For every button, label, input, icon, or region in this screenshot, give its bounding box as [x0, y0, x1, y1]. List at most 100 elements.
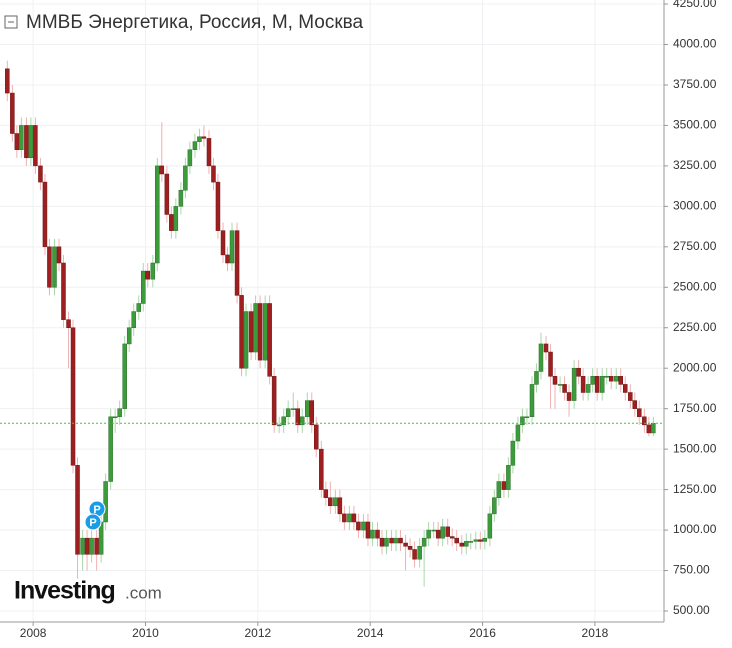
candle-body — [520, 416, 525, 426]
candle-body — [267, 303, 272, 377]
candle-body — [506, 465, 511, 490]
candle-body — [140, 270, 146, 304]
candle-body — [122, 343, 127, 409]
candle-body — [70, 327, 76, 466]
candle-body — [94, 537, 99, 555]
candle-body — [496, 481, 502, 498]
candle-body — [215, 181, 221, 231]
candle-body — [323, 489, 329, 498]
y-tick-label: 1000.00 — [673, 522, 717, 536]
x-tick-label: 2014 — [357, 626, 384, 640]
candle-body — [576, 367, 581, 377]
candle-body — [478, 539, 483, 542]
candle-body — [61, 262, 66, 320]
candle-body — [548, 351, 553, 377]
candle-body — [426, 529, 431, 539]
candle-body — [566, 392, 572, 401]
candle-body — [431, 529, 436, 532]
candle-body — [628, 392, 633, 401]
candle-body — [482, 537, 488, 542]
candle-body — [614, 376, 619, 382]
candle-body — [459, 542, 465, 547]
candle-body — [276, 424, 282, 427]
candle-body — [84, 537, 90, 555]
y-tick-label: 1250.00 — [673, 482, 717, 496]
y-tick-label: 2000.00 — [673, 360, 717, 374]
candle-body — [342, 513, 347, 523]
candle-body — [642, 416, 647, 426]
y-tick-label: 1500.00 — [673, 441, 717, 455]
candle-body — [159, 165, 165, 175]
logo: Investing .com — [14, 577, 162, 605]
candle-body — [299, 416, 305, 426]
candle-body — [524, 416, 530, 419]
collapse-icon[interactable] — [4, 15, 18, 29]
candle-body — [407, 546, 413, 550]
candle-body — [440, 526, 445, 539]
candle-body — [632, 400, 638, 409]
candle-body — [333, 497, 338, 507]
y-tick-label: 3750.00 — [673, 77, 717, 91]
candle-body — [319, 448, 324, 490]
chart-title: ММВБ Энергетика, Россия, М, Москва — [26, 12, 364, 33]
candle-body — [637, 408, 642, 418]
candle-body — [75, 465, 80, 555]
candle-body — [403, 542, 408, 547]
candle-body — [225, 254, 230, 264]
candle-body — [243, 311, 249, 369]
candle-body — [253, 303, 258, 353]
candle-body — [515, 424, 521, 442]
y-tick-label: 1750.00 — [673, 401, 717, 415]
candle-body — [108, 416, 113, 482]
candle-body — [126, 327, 132, 345]
candle-body — [552, 376, 558, 385]
candle-body — [38, 165, 43, 183]
candle-body — [435, 529, 441, 539]
candle-body — [285, 408, 291, 418]
candle-body — [173, 206, 179, 231]
candle-body — [192, 141, 198, 150]
x-tick-label: 2016 — [469, 626, 496, 640]
candle-body — [150, 262, 156, 280]
candle-body — [594, 376, 600, 393]
candle-body — [295, 408, 300, 426]
candle-body — [356, 521, 361, 531]
candle-body — [314, 424, 319, 450]
candle-body — [5, 68, 10, 94]
y-tick-label: 500.00 — [673, 603, 710, 617]
candle-body — [622, 384, 628, 393]
candle-body — [590, 376, 595, 385]
candle-body — [178, 189, 184, 207]
candle-body — [66, 319, 71, 329]
candle-body — [384, 537, 389, 547]
candle-body — [197, 136, 202, 142]
candle-body — [393, 537, 399, 544]
candle-body — [379, 537, 385, 547]
candle-body — [80, 537, 85, 555]
candle-body — [145, 270, 150, 280]
candle-body — [501, 481, 507, 490]
candle-body — [421, 537, 427, 547]
candle-body — [398, 537, 403, 544]
candle-body — [211, 165, 216, 183]
x-tick-label: 2018 — [582, 626, 609, 640]
candle-body — [201, 136, 207, 139]
candle-body — [234, 230, 240, 296]
candle-body — [361, 521, 366, 531]
candle-body — [271, 376, 277, 426]
candle-body — [529, 384, 535, 418]
candle-body — [585, 384, 591, 393]
candle-body — [347, 513, 352, 523]
candle-body — [262, 303, 268, 361]
candle-body — [464, 541, 469, 547]
candle-body — [534, 371, 539, 385]
candle-body — [557, 384, 563, 386]
candle-body — [328, 497, 333, 507]
candle-body — [187, 149, 193, 167]
candle-body — [183, 165, 188, 191]
x-tick-label: 2012 — [244, 626, 271, 640]
candle-body — [599, 376, 605, 393]
candle-body — [473, 539, 479, 542]
candle-body — [24, 125, 29, 159]
